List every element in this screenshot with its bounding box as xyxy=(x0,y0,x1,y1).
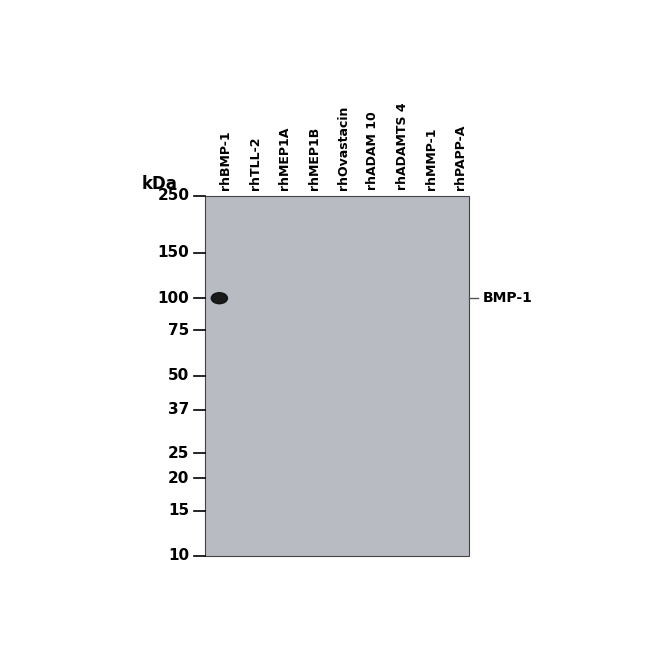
Bar xyxy=(205,196,469,556)
Text: rhTLL-2: rhTLL-2 xyxy=(249,136,262,190)
Text: rhADAMTS 4: rhADAMTS 4 xyxy=(396,102,409,190)
Text: 15: 15 xyxy=(168,503,190,518)
Text: rhMMP-1: rhMMP-1 xyxy=(425,127,438,190)
Text: 20: 20 xyxy=(168,471,190,486)
Text: 10: 10 xyxy=(168,549,190,564)
Text: 37: 37 xyxy=(168,402,190,417)
Text: 75: 75 xyxy=(168,323,190,338)
Text: rhMEP1A: rhMEP1A xyxy=(278,126,291,190)
Text: rhOvastacin: rhOvastacin xyxy=(337,105,350,190)
Text: rhMEP1B: rhMEP1B xyxy=(307,126,320,190)
Text: rhPAPP-A: rhPAPP-A xyxy=(454,124,467,190)
Text: rhADAM 10: rhADAM 10 xyxy=(367,111,380,190)
Text: 250: 250 xyxy=(157,188,190,203)
Text: BMP-1: BMP-1 xyxy=(483,291,533,305)
Text: 150: 150 xyxy=(158,245,190,260)
Text: rhBMP-1: rhBMP-1 xyxy=(219,130,232,190)
Text: 25: 25 xyxy=(168,446,190,461)
Ellipse shape xyxy=(211,292,227,304)
Text: 50: 50 xyxy=(168,369,190,383)
Text: 100: 100 xyxy=(158,291,190,306)
Text: kDa: kDa xyxy=(142,175,177,193)
